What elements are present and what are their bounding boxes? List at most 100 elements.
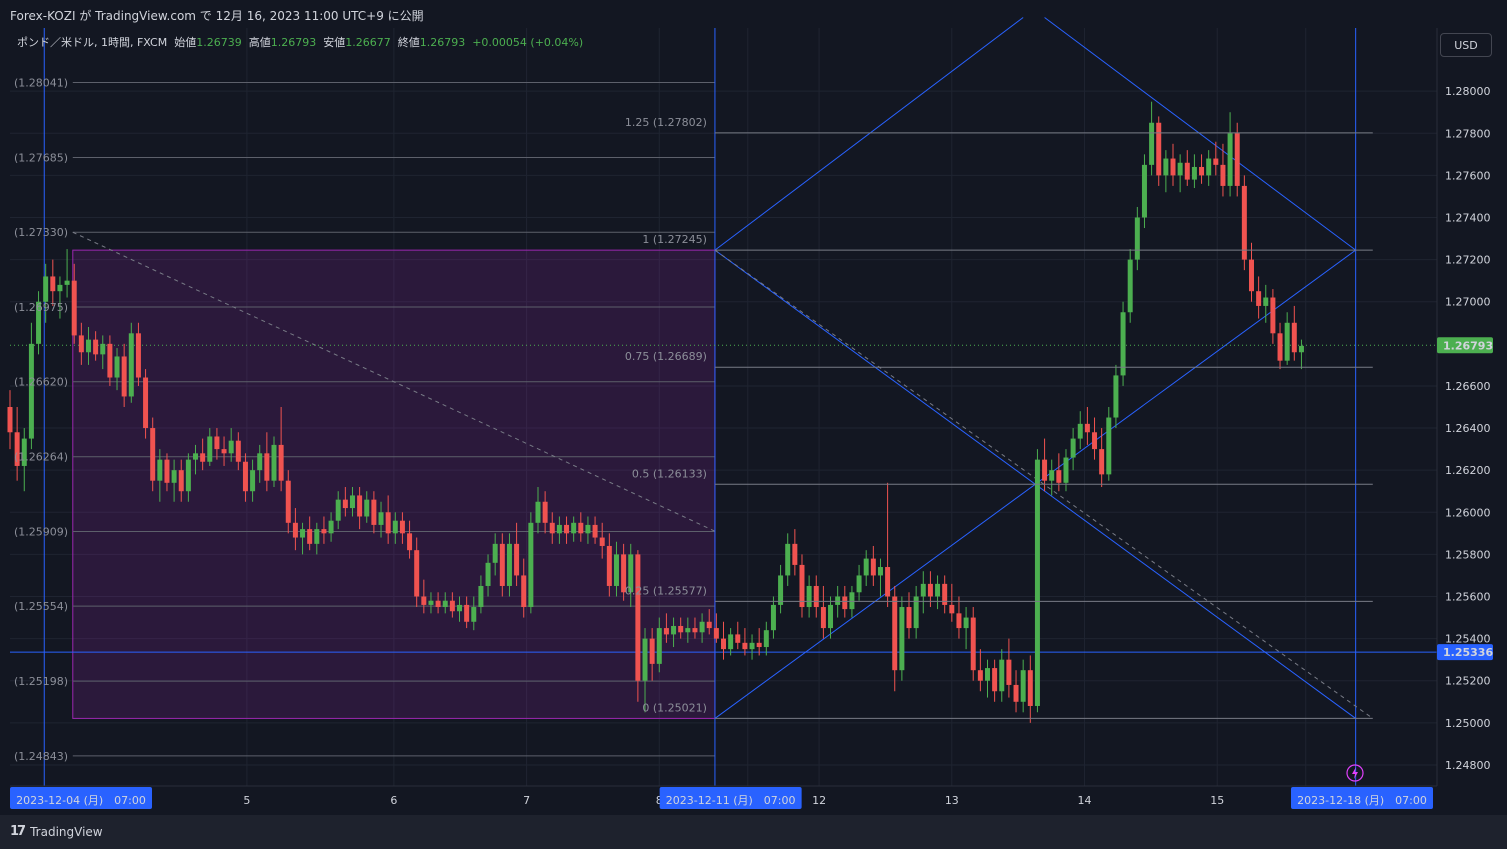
alert-lightning-icon[interactable]: [1346, 764, 1364, 782]
candle-body: [970, 617, 976, 671]
candle: [1234, 122, 1240, 197]
candle-body: [870, 558, 876, 576]
candle-body: [171, 470, 177, 483]
candle-body: [85, 339, 91, 353]
left-level-label: (1.25554): [14, 600, 68, 613]
date-badge-label: 2023-12-11 (月) 07:00: [666, 794, 796, 807]
candle: [285, 470, 291, 534]
price-chart[interactable]: 1.25 (1.27802) 1 (1.27245) 0.75 (1.26689) 0…: [0, 0, 1507, 815]
candle: [264, 432, 270, 492]
candle-body: [1263, 297, 1269, 306]
candle: [1163, 150, 1169, 193]
candle: [785, 533, 791, 586]
candle-body: [842, 596, 848, 610]
candle: [1006, 638, 1012, 698]
candle-body: [321, 529, 327, 534]
candle-body: [678, 625, 684, 633]
candle-body: [14, 432, 20, 466]
candle: [528, 512, 534, 614]
candle: [578, 512, 584, 542]
candle-body: [1156, 122, 1162, 176]
candle: [792, 529, 798, 576]
candle-body: [721, 638, 726, 650]
candle: [292, 508, 298, 551]
candle-body: [556, 524, 562, 534]
level-price-tag-label: 1.25336: [1443, 646, 1493, 659]
price-axis[interactable]: 1.28000 1.27800 1.27600 1.27400 1.27200 1.270…: [1437, 85, 1493, 772]
candle: [1070, 428, 1076, 471]
candle: [1084, 407, 1090, 445]
candle: [1020, 659, 1026, 713]
candle-body: [927, 583, 933, 597]
candle: [64, 249, 70, 298]
candle: [43, 263, 49, 323]
fib-level-label: 1.25 (1.27802): [625, 116, 707, 129]
candle: [585, 516, 591, 544]
candle-body: [728, 634, 734, 650]
candle-body: [221, 449, 227, 454]
close-label: 終値: [397, 36, 420, 49]
candle-body: [713, 628, 719, 639]
candle: [735, 621, 741, 650]
candle: [984, 659, 990, 698]
candle: [1277, 322, 1283, 370]
candle: [621, 543, 627, 601]
candle-body: [763, 630, 769, 648]
time-tick-label: 14: [1078, 794, 1092, 807]
candle: [214, 428, 220, 460]
candle-body: [1120, 312, 1126, 376]
candle: [592, 516, 598, 544]
candle-body: [1077, 423, 1083, 439]
candle-body: [185, 459, 191, 492]
left-level-label: (1.27330): [14, 226, 68, 239]
candle: [107, 335, 113, 386]
candle-body: [64, 280, 70, 285]
candle-body: [564, 524, 570, 534]
level-price-tag: [1437, 644, 1493, 661]
candle-body: [278, 444, 284, 481]
candle-body: [1027, 670, 1033, 706]
candle: [506, 533, 512, 597]
candle: [250, 459, 256, 502]
candle-body: [1284, 322, 1290, 361]
candle: [913, 585, 919, 639]
candle: [200, 438, 206, 471]
candles-layer[interactable]: [7, 101, 1304, 723]
candle-body: [613, 554, 619, 586]
price-tick-label: 1.27200: [1445, 254, 1491, 267]
candle: [485, 554, 491, 597]
fib-level-label: 0.5 (1.26133): [632, 467, 707, 480]
candle: [321, 516, 327, 544]
price-tick-label: 1.24800: [1445, 759, 1491, 772]
candle: [478, 575, 484, 614]
publish-header: Forex-KOZI が TradingView.com で 12月 16, 2…: [0, 0, 1507, 28]
candle: [207, 428, 213, 466]
currency-button[interactable]: USD: [1440, 33, 1492, 57]
candle: [1034, 449, 1040, 713]
candle: [414, 537, 420, 608]
candle: [977, 649, 983, 692]
candle: [1092, 417, 1098, 460]
close-value: 1.26793: [419, 36, 466, 49]
candle: [642, 628, 648, 713]
candle-body: [835, 596, 841, 605]
candle: [471, 596, 477, 631]
price-tick-label: 1.27000: [1445, 296, 1491, 309]
candle: [421, 579, 427, 614]
left-level-label: (1.26264): [14, 451, 68, 464]
candle: [935, 575, 941, 610]
candle: [535, 487, 541, 534]
candle-body: [1199, 166, 1205, 176]
tradingview-brand[interactable]: 17 TradingView: [10, 824, 103, 839]
candle: [1191, 154, 1197, 189]
candle: [813, 575, 819, 618]
candle-body: [121, 356, 127, 397]
price-tick-label: 1.26400: [1445, 422, 1491, 435]
candle: [335, 491, 341, 530]
candle: [1120, 301, 1126, 386]
candle: [428, 592, 434, 614]
candle-body: [692, 628, 698, 633]
candle: [806, 575, 812, 618]
candle-body: [264, 453, 270, 481]
